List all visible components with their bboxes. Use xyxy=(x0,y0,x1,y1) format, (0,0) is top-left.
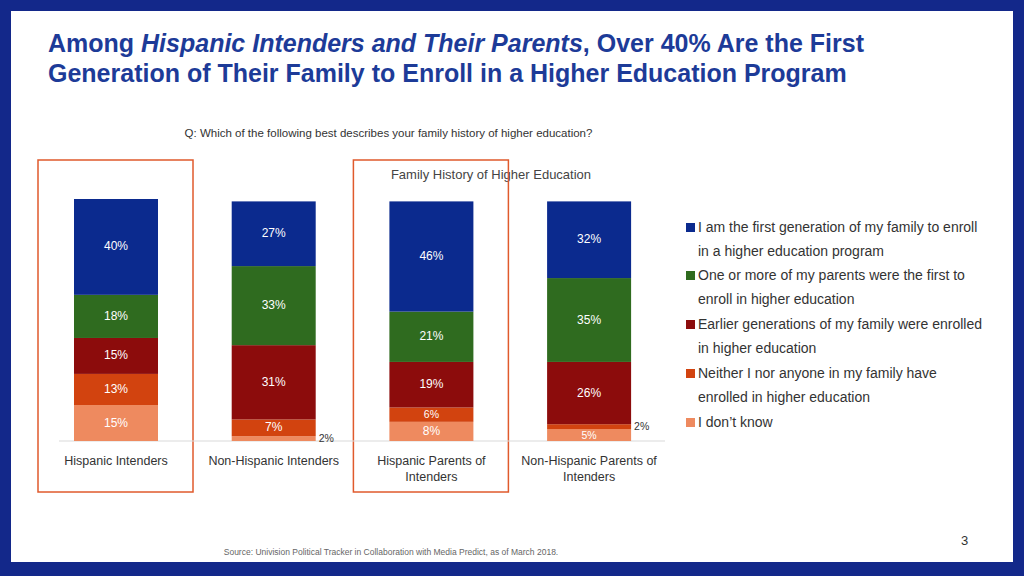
data-label: 8% xyxy=(401,424,461,438)
legend-swatch xyxy=(686,418,695,427)
bar-segment xyxy=(547,424,631,429)
bar-segment xyxy=(547,201,631,278)
category-label: Hispanic Parents of Intenders xyxy=(352,453,510,485)
data-label: 19% xyxy=(401,377,461,391)
chart-svg xyxy=(11,11,1013,562)
legend-label: Earlier generations of my family were en… xyxy=(698,312,988,360)
legend-swatch xyxy=(686,369,695,378)
data-label: 27% xyxy=(244,226,304,240)
data-label: 26% xyxy=(559,386,619,400)
page-number: 3 xyxy=(961,533,968,548)
data-label: 35% xyxy=(559,313,619,327)
data-label: 40% xyxy=(86,239,146,253)
category-label: Non-Hispanic Intenders xyxy=(195,453,353,469)
bar-segment xyxy=(232,419,316,436)
bar-segment xyxy=(232,201,316,266)
highlight-box xyxy=(353,160,508,492)
bars xyxy=(74,199,631,441)
subtitle: Family History of Higher Education xyxy=(291,167,691,182)
legend-label: One or more of my parents were the first… xyxy=(698,263,988,311)
bar-segment xyxy=(547,429,631,441)
data-label: 46% xyxy=(401,249,461,263)
legend-swatch xyxy=(686,320,695,329)
bar-segment xyxy=(389,362,473,408)
data-label: 6% xyxy=(401,408,461,420)
data-label: 15% xyxy=(86,348,146,362)
data-label: 32% xyxy=(559,232,619,246)
bar-segment xyxy=(74,405,158,441)
bar-segment xyxy=(389,407,473,421)
bar-segment xyxy=(232,345,316,419)
title-italic: Hispanic Intenders and Their Parents xyxy=(141,29,583,57)
data-label: 33% xyxy=(244,298,304,312)
data-label: 31% xyxy=(244,375,304,389)
category-label: Non-Hispanic Parents of Intenders xyxy=(510,453,668,485)
page: Among Hispanic Intenders and Their Paren… xyxy=(11,11,1013,562)
highlight-box xyxy=(38,160,193,492)
data-label: 5% xyxy=(559,429,619,441)
data-label: 13% xyxy=(86,382,146,396)
category-label: Hispanic Intenders xyxy=(37,453,195,469)
legend-swatch xyxy=(686,271,695,280)
bar-segment xyxy=(389,201,473,311)
data-label: 2% xyxy=(634,420,649,432)
data-label: 21% xyxy=(401,329,461,343)
title: Among Hispanic Intenders and Their Paren… xyxy=(48,28,988,88)
legend-label: I am the first generation of my family t… xyxy=(698,215,988,263)
bar-segment xyxy=(232,436,316,441)
bar-segment xyxy=(232,266,316,345)
legend-swatch xyxy=(686,223,695,232)
bar-segment xyxy=(389,312,473,362)
bar-segment xyxy=(74,338,158,374)
bar-segment xyxy=(74,199,158,295)
bar-segment xyxy=(547,278,631,362)
bar-segment xyxy=(74,295,158,338)
data-label: 18% xyxy=(86,309,146,323)
bar-segment xyxy=(547,362,631,424)
data-label: 2% xyxy=(319,432,334,444)
legend-label: Neither I nor anyone in my family have e… xyxy=(698,361,988,409)
data-label: 7% xyxy=(244,420,304,434)
data-label: 15% xyxy=(86,416,146,430)
question: Q: Which of the following best describes… xyxy=(11,127,766,139)
bar-segment xyxy=(74,374,158,405)
source: Source: Univision Political Tracker in C… xyxy=(11,547,771,557)
bar-segment xyxy=(389,422,473,441)
legend-label: I don’t know xyxy=(698,410,988,434)
